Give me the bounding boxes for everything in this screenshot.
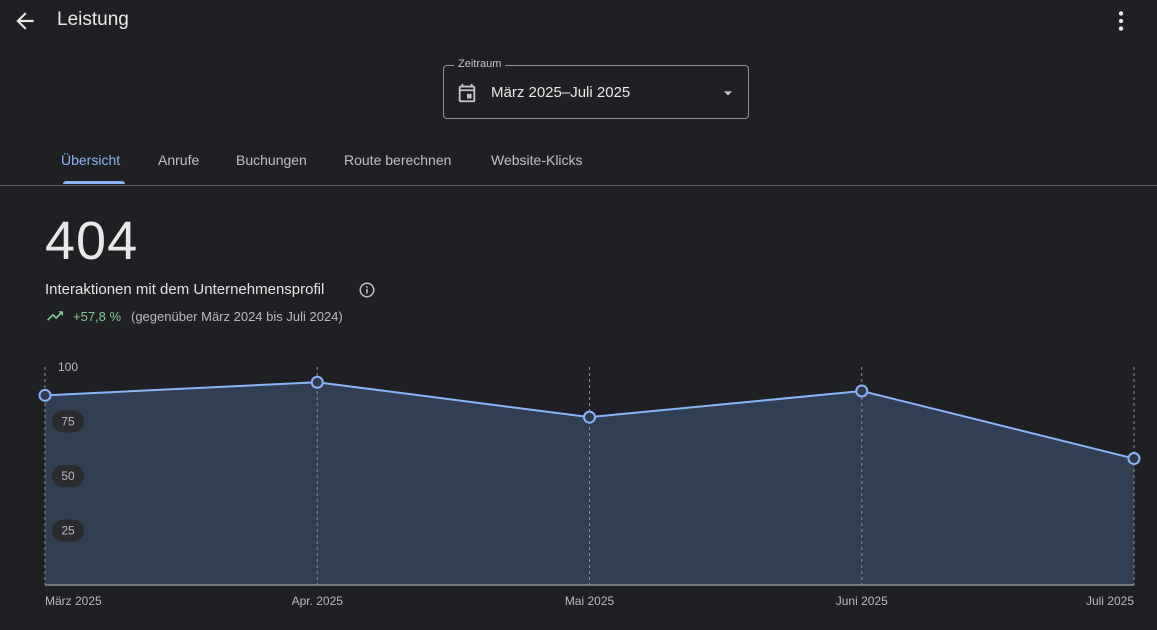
active-tab-indicator xyxy=(63,181,125,184)
arrow-back-icon[interactable] xyxy=(12,8,38,34)
page-title: Leistung xyxy=(57,9,129,30)
date-range-legend: Zeitraum xyxy=(454,58,506,70)
x-tick-label-0: März 2025 xyxy=(45,594,102,608)
x-tick-label-1: Apr. 2025 xyxy=(292,594,344,608)
tab-route-berechnen[interactable]: Route berechnen xyxy=(344,152,452,168)
calendar-icon xyxy=(458,83,476,103)
data-point-1 xyxy=(310,375,324,389)
more-vert-icon[interactable] xyxy=(1108,8,1134,34)
date-range-value: März 2025–Juli 2025 xyxy=(491,84,631,101)
x-tick-label-2: Mai 2025 xyxy=(565,594,615,608)
metric-label: Interaktionen mit dem Unternehmensprofil xyxy=(45,281,325,298)
y-tick-label-100: 100 xyxy=(58,360,78,374)
data-point-3 xyxy=(855,384,869,398)
y-tick-pill-25 xyxy=(52,519,84,542)
y-tick-label-50: 50 xyxy=(61,469,75,483)
tab-anrufe[interactable]: Anrufe xyxy=(158,152,200,168)
top-app-bar: Leistung xyxy=(0,0,1157,42)
trend-comparison: (gegenüber März 2024 bis Juli 2024) xyxy=(131,309,343,324)
tab-uebersicht[interactable]: Übersicht xyxy=(61,152,121,168)
date-range-select[interactable]: Zeitraum März 2025–Juli 2025 xyxy=(443,58,749,119)
y-tick-label-75: 75 xyxy=(61,415,75,429)
y-tick-label-25: 25 xyxy=(61,524,75,538)
trending-up-icon xyxy=(47,311,63,321)
x-tick-label-4: Juli 2025 xyxy=(1086,594,1134,608)
tab-bar: Übersicht Anrufe Buchungen Route berechn… xyxy=(0,140,1157,186)
x-tick-label-3: Juni 2025 xyxy=(836,594,888,608)
y-tick-pill-75 xyxy=(52,410,84,433)
info-icon[interactable] xyxy=(358,281,376,299)
dropdown-arrow-icon xyxy=(723,91,733,96)
data-point-4 xyxy=(1127,452,1141,466)
data-point-2 xyxy=(583,410,596,424)
tab-buchungen[interactable]: Buchungen xyxy=(236,152,307,168)
tab-website-klicks[interactable]: Website-Klicks xyxy=(491,152,583,168)
trend-percentage: +57,8 % xyxy=(73,309,122,324)
interactions-area-chart: 25 50 75 100 März 2025 Apr. 2025 Mai 2025 Juni … xyxy=(38,360,1141,608)
y-tick-pill-50 xyxy=(52,465,84,487)
data-point-0 xyxy=(38,388,52,402)
total-interactions-value: 404 xyxy=(45,211,139,271)
